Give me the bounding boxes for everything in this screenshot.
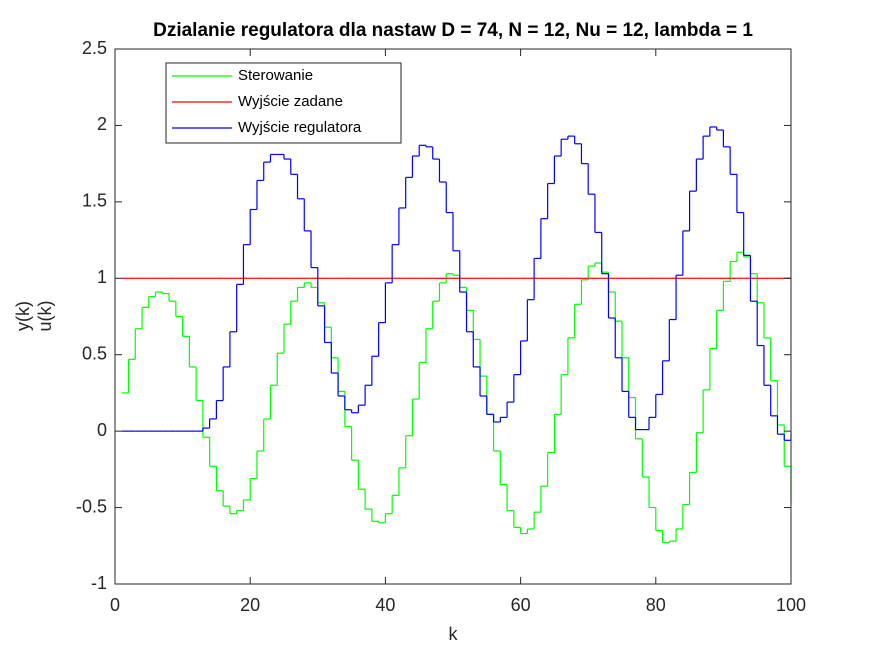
x-tick-label: 40	[375, 595, 395, 615]
series	[121, 126, 792, 441]
y-tick-label: -1	[91, 573, 107, 593]
x-tick-label: 0	[110, 595, 120, 615]
y-tick-label: 2.5	[82, 38, 107, 58]
chart-title: Dzialanie regulatora dla nastaw D = 74, …	[153, 20, 753, 41]
y-tick-label: 2	[97, 114, 107, 134]
legend-label: Wyjście regulatora	[238, 119, 362, 136]
x-tick-label: 80	[646, 595, 666, 615]
y-tick-label: 0.5	[82, 343, 107, 363]
series	[121, 251, 792, 544]
x-tick-label: 20	[240, 595, 260, 615]
y-axis-label: u(k)	[35, 301, 55, 332]
legend: Sterowanie Wyjście zadane Wyjście regulato…	[165, 62, 402, 144]
x-tick-label: 100	[776, 595, 806, 615]
y-tick-label: 0	[97, 420, 107, 440]
axes-box	[114, 48, 792, 585]
y-tick-label: -0.5	[76, 496, 107, 516]
x-tick-label: 60	[511, 595, 531, 615]
legend-label: Wyjście zadane	[238, 93, 343, 110]
y-tick-label: 1	[97, 267, 107, 287]
x-axis-label: k	[449, 624, 459, 644]
y-axis-label: y(k)	[13, 301, 33, 331]
y-tick-label: 1.5	[82, 191, 107, 211]
legend-label: Sterowanie	[238, 67, 313, 84]
